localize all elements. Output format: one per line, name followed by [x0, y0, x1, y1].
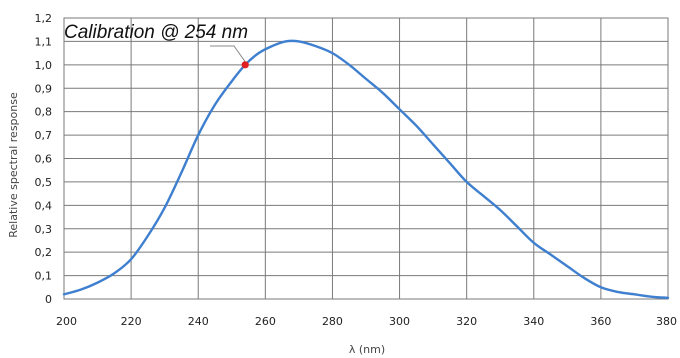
x-tick-label: 260 — [255, 315, 276, 328]
x-tick-label: 340 — [523, 315, 544, 328]
y-tick-label: 0,6 — [35, 153, 53, 166]
x-tick-label: 380 — [656, 315, 677, 328]
y-tick-label: 0 — [45, 293, 52, 306]
x-tick-label: 360 — [590, 315, 611, 328]
y-tick-label: 0,1 — [35, 270, 53, 283]
y-tick-label: 0,2 — [35, 246, 53, 259]
x-tick-label: 220 — [121, 315, 142, 328]
y-axis-label: Relative spectral response — [7, 92, 20, 238]
y-tick-label: 0,7 — [35, 129, 53, 142]
x-tick-label: 240 — [188, 315, 209, 328]
x-tick-label: 200 — [56, 315, 77, 328]
y-tick-label: 0,4 — [35, 199, 53, 212]
calibration-annotation: Calibration @ 254 nm — [64, 22, 248, 43]
y-tick-label: 1,0 — [35, 59, 53, 72]
y-tick-label: 1,1 — [35, 35, 53, 48]
calibration-leader-line — [210, 45, 246, 63]
chart-grid — [63, 17, 669, 300]
response-curve-line — [62, 39, 670, 300]
x-axis-label: λ (nm) — [349, 343, 385, 356]
y-tick-label: 0,5 — [35, 176, 53, 189]
y-tick-label: 0,3 — [35, 223, 53, 236]
calibration-point-marker — [241, 61, 249, 69]
x-tick-label: 300 — [389, 315, 410, 328]
y-axis-ticks: 0 0,1 0,2 0,3 0,4 0,5 0,6 0,7 0,8 0,9 1,0 1,1 1,2 — [35, 12, 53, 306]
x-tick-label: 320 — [456, 315, 477, 328]
plot-frame — [63, 17, 669, 300]
x-tick-label: 280 — [322, 315, 343, 328]
y-tick-label: 1,2 — [35, 12, 53, 25]
y-tick-label: 0,9 — [35, 82, 53, 95]
x-axis-ticks: 200 220 240 260 280 300 320 340 360 380 — [56, 315, 677, 328]
y-tick-label: 0,8 — [35, 106, 53, 119]
